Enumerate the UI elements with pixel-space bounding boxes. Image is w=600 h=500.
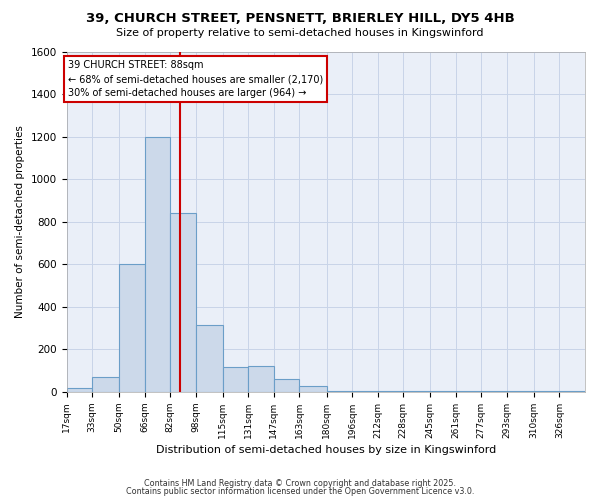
Bar [67,388,92,392]
X-axis label: Distribution of semi-detached houses by size in Kingswinford: Distribution of semi-detached houses by … [155,445,496,455]
Text: 39, CHURCH STREET, PENSNETT, BRIERLEY HILL, DY5 4HB: 39, CHURCH STREET, PENSNETT, BRIERLEY HI… [86,12,514,26]
Bar [248,366,274,392]
Bar [92,376,119,392]
Bar [274,379,299,392]
Text: Contains public sector information licensed under the Open Government Licence v3: Contains public sector information licen… [126,487,474,496]
Y-axis label: Number of semi-detached properties: Number of semi-detached properties [15,126,25,318]
Text: 39 CHURCH STREET: 88sqm
← 68% of semi-detached houses are smaller (2,170)
30% of: 39 CHURCH STREET: 88sqm ← 68% of semi-de… [68,60,323,98]
Bar [119,264,145,392]
Bar [170,213,196,392]
Bar [299,386,326,392]
Bar [223,368,248,392]
Bar [196,325,223,392]
Bar [559,391,585,392]
Text: Contains HM Land Registry data © Crown copyright and database right 2025.: Contains HM Land Registry data © Crown c… [144,478,456,488]
Bar [326,391,352,392]
Bar [145,136,170,392]
Text: Size of property relative to semi-detached houses in Kingswinford: Size of property relative to semi-detach… [116,28,484,38]
